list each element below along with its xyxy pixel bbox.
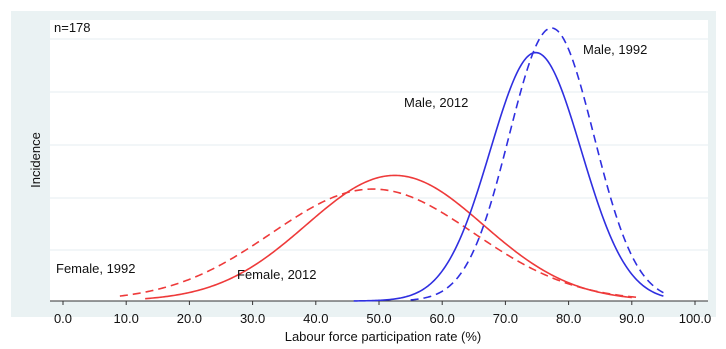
sample-size-annotation: n=178	[54, 20, 91, 35]
curve-female-2012	[145, 174, 632, 300]
label-male-2012: Male, 2012	[404, 95, 468, 110]
x-tick-label: 100.0	[679, 311, 712, 326]
x-axis-ticks: 0.0 10.0 20.0 30.0 40.0 50.0 60.0 70.0 80.0 90.0 1…	[54, 301, 711, 326]
x-tick-label: 10.0	[114, 311, 139, 326]
x-tick-label: 50.0	[366, 311, 391, 326]
curve-male-1992	[410, 27, 664, 301]
x-tick-label: 0.0	[54, 311, 72, 326]
x-tick-label: 20.0	[177, 311, 202, 326]
curve-male-2012	[353, 51, 664, 302]
plot-area	[50, 20, 708, 301]
series-curves	[119, 27, 664, 302]
y-axis-title: Incidence	[28, 132, 43, 188]
x-tick-label: 60.0	[430, 311, 455, 326]
gridlines	[50, 38, 708, 251]
x-tick-label: 30.0	[240, 311, 265, 326]
x-axis-title: Labour force participation rate (%)	[285, 329, 482, 344]
x-tick-label: 80.0	[556, 311, 581, 326]
x-tick-label: 90.0	[619, 311, 644, 326]
x-tick-label: 70.0	[493, 311, 518, 326]
x-tick-label: 40.0	[303, 311, 328, 326]
label-female-2012: Female, 2012	[237, 267, 317, 282]
label-male-1992: Male, 1992	[583, 42, 647, 57]
label-female-1992: Female, 1992	[56, 261, 136, 276]
